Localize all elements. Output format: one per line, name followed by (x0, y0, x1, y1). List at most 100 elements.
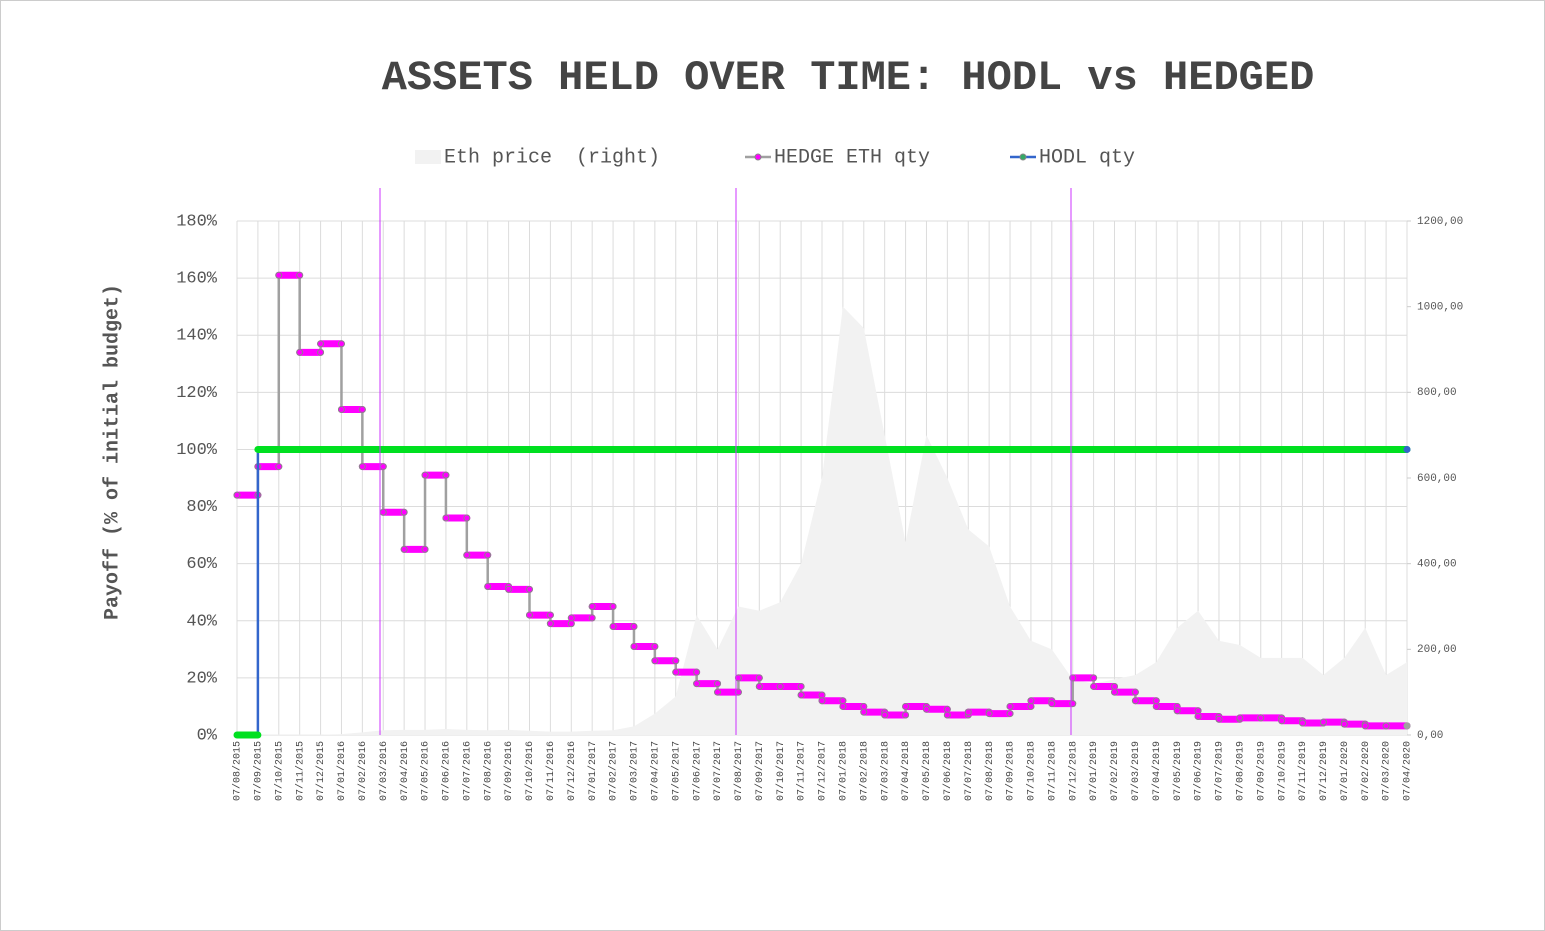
x-tick-label: 07/10/2019 (1276, 741, 1288, 801)
step-marker (337, 340, 345, 348)
y-tick-label: 60% (186, 555, 217, 574)
step-marker (421, 471, 429, 479)
x-tick-label: 07/12/2019 (1318, 741, 1330, 801)
x-tick-label: 07/06/2016 (441, 741, 453, 801)
step-marker (296, 348, 304, 356)
x-tick-label: 07/05/2016 (420, 741, 432, 801)
step-marker (546, 620, 554, 628)
step-marker (860, 708, 868, 716)
x-tick-label: 07/03/2016 (378, 741, 390, 801)
x-tick-label: 07/01/2019 (1088, 741, 1100, 801)
x-tick-label: 07/07/2019 (1214, 741, 1226, 801)
y-tick-label: 40% (186, 612, 217, 631)
x-tick-label: 07/12/2017 (817, 741, 829, 801)
step-marker (317, 340, 325, 348)
step-marker (296, 271, 304, 279)
step-marker (275, 463, 283, 471)
step-marker (1173, 707, 1181, 715)
step-marker (1152, 702, 1160, 710)
x-tick-label: 07/07/2018 (963, 741, 975, 801)
x-tick-label: 07/01/2018 (838, 741, 850, 801)
end-point (1403, 445, 1411, 453)
step-marker (1194, 707, 1202, 715)
x-tick-label: 07/09/2015 (253, 741, 265, 801)
x-tick-label: 07/10/2016 (524, 741, 536, 801)
x-tick-label: 07/10/2018 (1026, 741, 1038, 801)
x-tick-label: 07/10/2015 (273, 741, 285, 801)
x-tick-label: 07/08/2015 (232, 741, 244, 801)
step-marker (609, 603, 617, 610)
step-marker (1299, 719, 1307, 727)
y2-tick-label: 200,00 (1417, 644, 1457, 656)
x-tick-label: 07/03/2019 (1130, 741, 1142, 801)
x-tick-label: 07/11/2016 (545, 741, 557, 801)
legend-swatch (415, 150, 441, 164)
step-marker (1111, 682, 1118, 690)
step-marker (484, 551, 492, 559)
x-tick-label: 07/08/2018 (984, 741, 996, 801)
legend-label: Eth price (right) (444, 146, 660, 169)
step-marker (1090, 682, 1098, 690)
step-marker (1111, 688, 1118, 696)
step-marker (337, 405, 345, 413)
y2-tick-label: 1000,00 (1417, 302, 1463, 314)
step-marker (505, 585, 513, 593)
step-marker (1006, 710, 1014, 718)
y2-tick-label: 1200,00 (1417, 216, 1463, 228)
x-tick-label: 07/05/2017 (670, 741, 682, 801)
x-tick-label: 07/02/2017 (608, 741, 620, 801)
series-1 (233, 271, 1411, 730)
legend-label: HODL qty (1039, 146, 1135, 169)
step-marker (943, 711, 951, 719)
chart-title: ASSETS HELD OVER TIME: HODL vs HEDGED (382, 54, 1315, 102)
step-marker (881, 711, 889, 719)
step-marker (233, 491, 241, 499)
x-tick-label: 07/03/2018 (879, 741, 891, 801)
step-marker (714, 680, 722, 688)
step-marker (797, 682, 805, 690)
x-tick-label: 07/03/2020 (1381, 741, 1393, 801)
step-marker (463, 514, 471, 522)
step-marker (546, 611, 554, 619)
step-marker (1382, 722, 1390, 730)
x-tick-label: 07/04/2019 (1151, 741, 1163, 801)
step-marker (672, 668, 680, 676)
y-tick-label: 100% (176, 441, 218, 460)
step-marker (526, 585, 533, 593)
y2-tick-label: 600,00 (1417, 473, 1457, 485)
step-marker (985, 710, 993, 718)
price-area (237, 306, 1407, 735)
x-tick-label: 07/04/2018 (900, 741, 912, 801)
step-marker (421, 545, 429, 553)
x-tick-label: 07/01/2017 (587, 741, 599, 801)
x-tick-label: 07/06/2019 (1193, 741, 1205, 801)
step-marker (714, 688, 722, 696)
y-tick-label: 140% (176, 327, 218, 346)
x-tick-label: 07/05/2018 (921, 741, 933, 801)
step-marker (776, 682, 784, 690)
step-marker (1194, 712, 1202, 720)
step-marker (902, 702, 910, 710)
step-marker (484, 583, 492, 591)
step-marker (1131, 688, 1139, 696)
x-tick-label: 07/08/2016 (482, 741, 494, 801)
y-tick-label: 180% (176, 212, 218, 231)
step-marker (1152, 697, 1160, 705)
x-tick-label: 07/04/2017 (649, 741, 661, 801)
x-tick-label: 07/12/2016 (566, 741, 578, 801)
step-marker (1027, 702, 1035, 710)
step-marker (902, 711, 910, 719)
y-tick-label: 20% (186, 669, 217, 688)
step-marker (275, 271, 283, 279)
legend-label: HEDGE ETH qty (774, 146, 930, 169)
step-marker (567, 620, 575, 628)
step-marker (922, 705, 930, 713)
step-marker (818, 697, 826, 705)
step-marker (755, 682, 763, 690)
step-marker (818, 691, 826, 699)
step-marker (797, 691, 805, 699)
step-marker (734, 674, 742, 682)
step-marker (651, 642, 659, 650)
x-tick-label: 07/02/2018 (858, 741, 870, 801)
